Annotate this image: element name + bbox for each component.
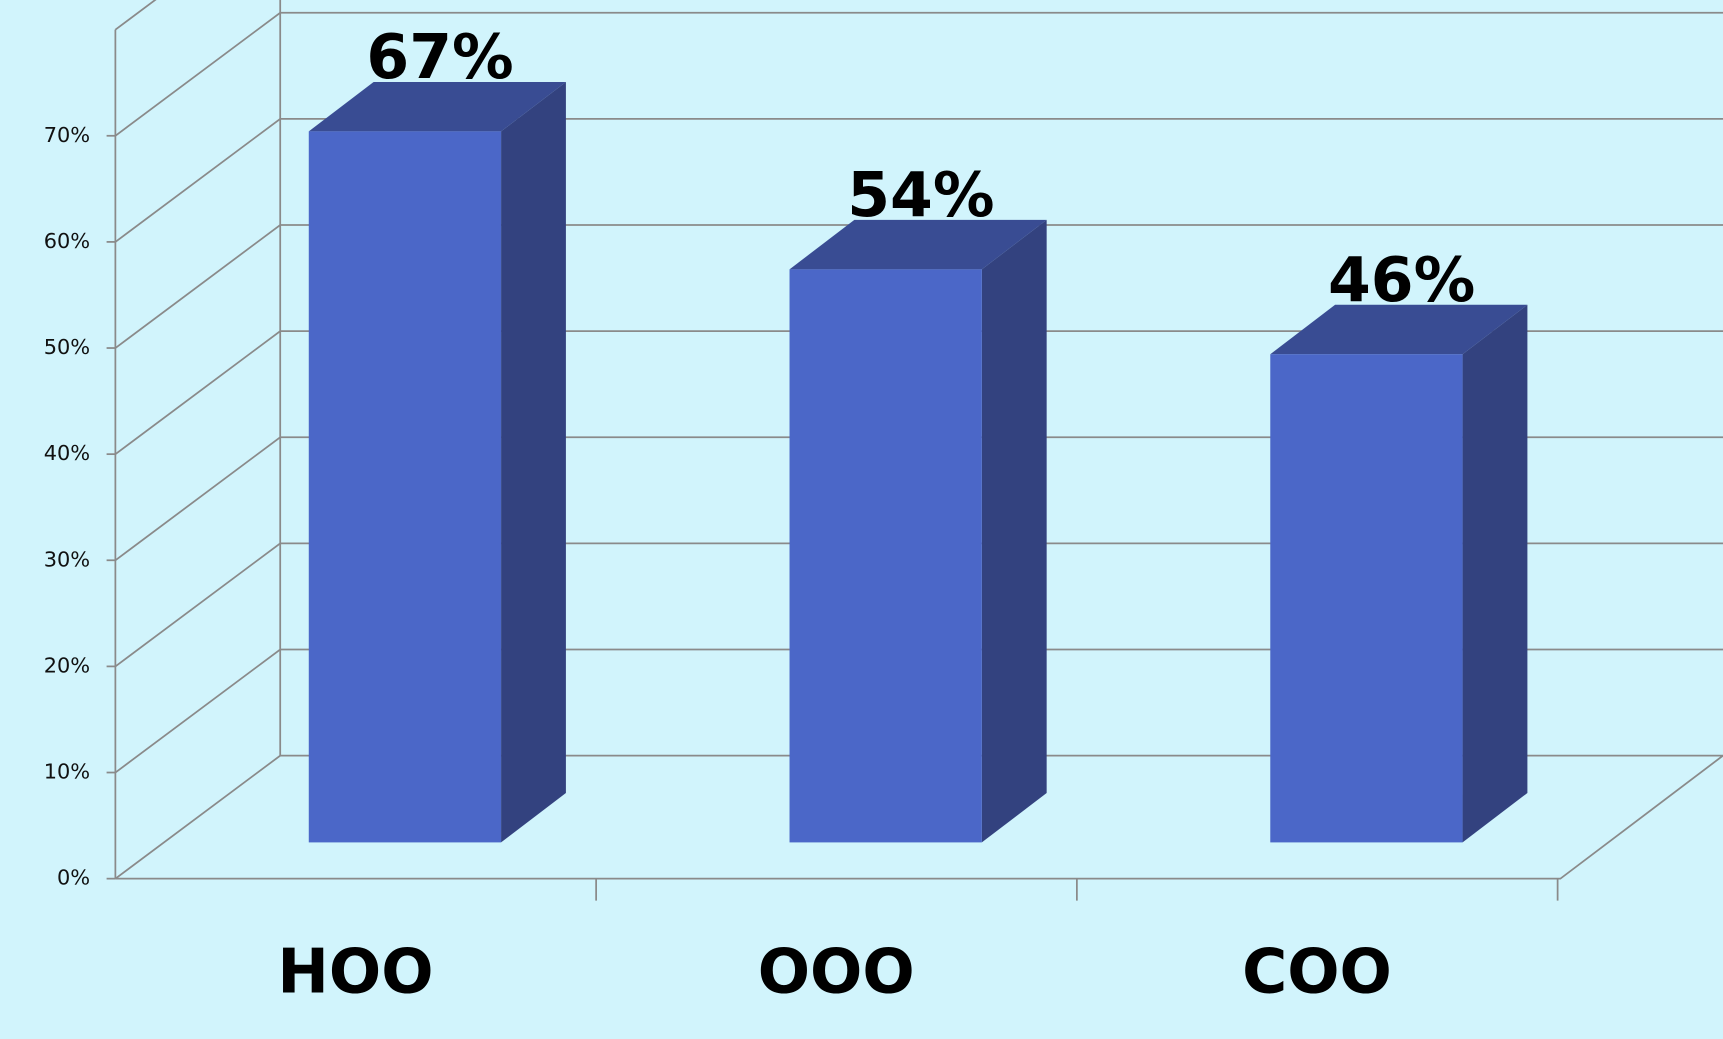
bar-top: [308, 81, 566, 132]
y-tick-label: 50%: [44, 335, 90, 359]
floor-edge: [115, 754, 1723, 880]
grid-line: [114, 330, 1723, 455]
grid: 0% 10% 20% 30% 40% 50% 60% 70%: [44, 0, 1723, 901]
bar-side: [501, 81, 566, 843]
bars: 67% HOO 54% OOO 46% COO: [277, 21, 1528, 1007]
value-label: 54%: [847, 159, 994, 231]
grid-line: [114, 754, 1723, 880]
bar-side: [981, 219, 1047, 843]
y-tick-label: 20%: [44, 653, 90, 677]
grid-line: [114, 648, 1723, 774]
value-label: 46%: [1328, 244, 1475, 316]
grid-line: [114, 542, 1723, 668]
x-tick-label: COO: [1242, 935, 1392, 1007]
bar-top: [1270, 304, 1528, 355]
grid-line: [114, 118, 1723, 243]
grid-line: [114, 11, 1723, 137]
y-tick-label: 30%: [44, 547, 90, 571]
y-tick-label: 40%: [44, 441, 90, 465]
grid-line: [114, 224, 1723, 349]
bar: [1270, 354, 1463, 843]
bar: [789, 269, 982, 843]
grid-line: [114, 436, 1723, 561]
bar-side: [1462, 304, 1528, 843]
y-tick-label: 0%: [57, 866, 90, 890]
y-tick-label: 60%: [44, 229, 90, 253]
value-label: 67%: [366, 21, 513, 93]
x-tick-label: HOO: [277, 935, 433, 1007]
bar-top: [789, 219, 1047, 270]
x-tick-label: OOO: [758, 935, 915, 1007]
bar: [308, 131, 502, 843]
y-tick-label: 70%: [44, 123, 90, 147]
y-tick-label: 10%: [44, 760, 90, 784]
